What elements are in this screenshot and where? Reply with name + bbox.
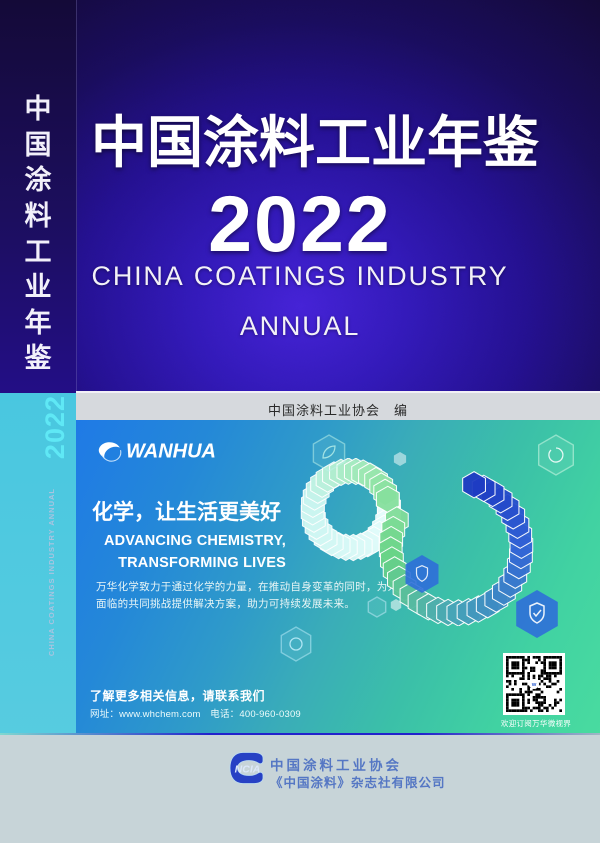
svg-text:W: W <box>532 682 537 688</box>
svg-text:WANHUA: WANHUA <box>126 441 216 463</box>
svg-text:NCIA: NCIA <box>235 764 261 776</box>
